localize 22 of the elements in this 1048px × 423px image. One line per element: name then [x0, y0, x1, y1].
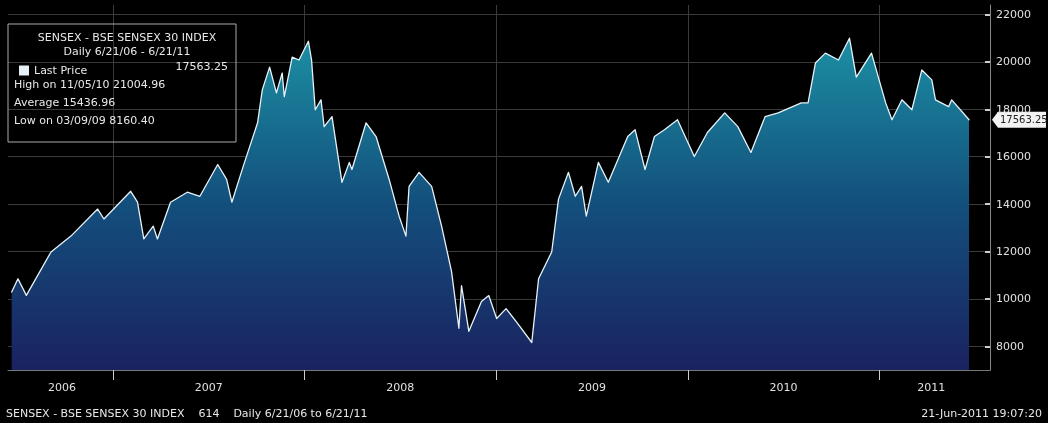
text: 21-Jun-2011 19:07:20 [921, 406, 1042, 420]
y-tick-label: 14000 [996, 197, 1031, 211]
y-tick-label: 12000 [996, 244, 1031, 258]
y-tick-label: 8000 [996, 339, 1024, 353]
x-tick-label: 2011 [917, 381, 946, 394]
text: SENSEX - BSE SENSEX 30 INDEX [37, 31, 217, 44]
x-tick-label: 2008 [386, 381, 415, 394]
x-tick-label: 2006 [48, 381, 76, 394]
annotation: High on 11/05/10 21004.96 [14, 77, 166, 91]
y-tick-label: 20000 [996, 55, 1031, 69]
x-tick-label: 2007 [194, 381, 223, 394]
text: Daily 6/21/06 - 6/21/11 [63, 45, 191, 58]
x-tick-label: 2009 [578, 381, 607, 394]
x-tick-label: 2010 [769, 381, 798, 394]
annotation: Average 15436.96 [14, 95, 116, 109]
annotation: Low on 03/09/09 8160.40 [14, 113, 155, 127]
y-tick-label: 16000 [996, 150, 1031, 164]
text: SENSEX - BSE SENSEX 30 INDEX 614 Daily 6/21/06 to 6/21/11 [6, 406, 368, 420]
legend-label: Last Price [34, 64, 88, 77]
annotation: 17563.25 [175, 59, 228, 73]
y-tick-label: 22000 [996, 7, 1031, 21]
y-tick-label: 10000 [996, 292, 1031, 306]
